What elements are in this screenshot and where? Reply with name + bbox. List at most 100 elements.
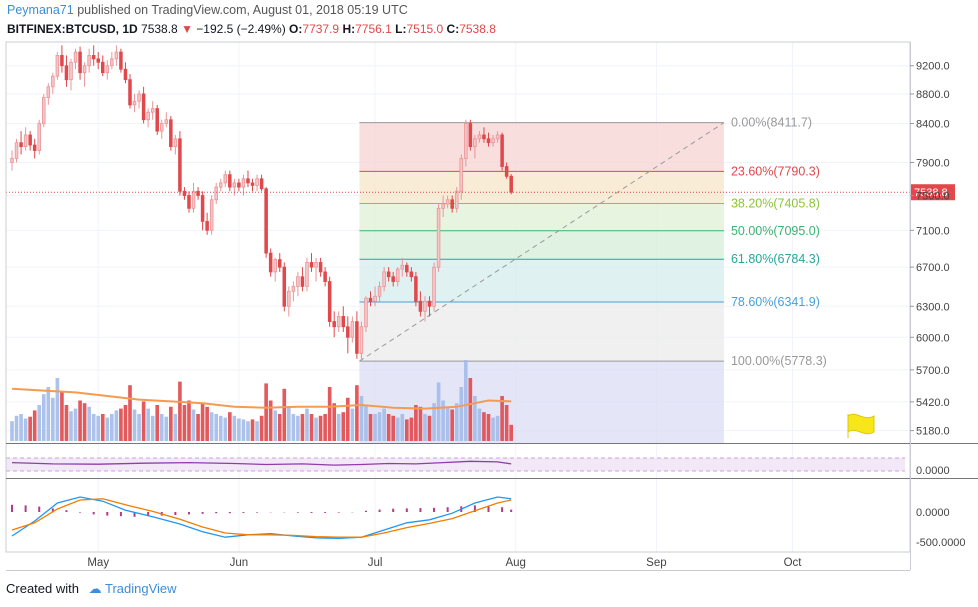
volume-bar xyxy=(355,385,359,441)
candle-body xyxy=(423,300,427,312)
volume-bar xyxy=(150,415,155,441)
volume-bar xyxy=(450,409,455,441)
candle-body xyxy=(287,290,291,307)
volume-bar xyxy=(105,417,110,441)
volume-bar xyxy=(332,403,337,441)
volume-bar xyxy=(395,417,400,441)
close-value: 7538.8 xyxy=(459,22,496,36)
down-arrow-icon: ▼ xyxy=(181,22,193,36)
fib-level-label: 100.00%(5778.3) xyxy=(731,354,827,368)
candle-body xyxy=(32,144,37,151)
macd-signal-line xyxy=(11,498,512,538)
volume-bar xyxy=(114,410,119,441)
volume-bar xyxy=(232,415,237,441)
price-tick-label: 6000.0 xyxy=(916,332,950,344)
volume-bar xyxy=(509,424,514,441)
volume-bar xyxy=(159,414,164,441)
candle-body xyxy=(196,190,200,196)
volume-bar xyxy=(169,406,173,441)
candle-body xyxy=(395,268,400,282)
volume-bar xyxy=(10,421,14,441)
osc-tick-label: 0.0000 xyxy=(916,465,950,477)
candle-body xyxy=(377,286,382,297)
volume-bar xyxy=(327,387,332,441)
candle-body xyxy=(359,326,364,354)
volume-bar xyxy=(359,396,364,441)
candle-body xyxy=(268,252,273,273)
volume-bar xyxy=(23,418,28,441)
volume-bar xyxy=(46,387,51,441)
candle-body xyxy=(200,195,205,222)
fib-zone xyxy=(359,302,724,362)
volume-bar xyxy=(414,405,418,441)
volume-bar xyxy=(373,414,377,441)
close-label: C: xyxy=(446,22,460,36)
candle-body xyxy=(218,182,223,188)
candle-body xyxy=(504,166,509,177)
candle-body xyxy=(441,203,445,209)
candle-body xyxy=(150,108,155,113)
volume-bar xyxy=(141,401,146,441)
candle-body xyxy=(78,51,82,74)
volume-bar xyxy=(223,417,228,441)
candle-body xyxy=(73,51,78,63)
fib-trend-line xyxy=(359,122,725,362)
flag-icon xyxy=(847,413,875,438)
volume-bar xyxy=(41,394,46,441)
fib-level-label: 38.20%(7405.8) xyxy=(731,197,820,211)
candle-body xyxy=(159,123,164,132)
price-tick-label: 9200.0 xyxy=(916,61,950,73)
candle-body xyxy=(119,51,123,70)
volume-bar xyxy=(491,417,495,441)
fib-zone xyxy=(359,203,724,231)
tradingview-link[interactable]: TradingView xyxy=(105,581,177,596)
price-tick-label: 5420.0 xyxy=(916,397,950,409)
volume-bar xyxy=(123,405,128,441)
candle-body xyxy=(291,286,296,292)
candle-body xyxy=(228,174,232,188)
candle-body xyxy=(296,276,300,287)
open-value: 7737.9 xyxy=(302,22,340,36)
volume-bar xyxy=(187,400,191,441)
candle-body xyxy=(368,297,373,302)
volume-bar xyxy=(182,405,187,441)
candle-body xyxy=(14,142,19,159)
volume-bar xyxy=(146,408,150,441)
candle-body xyxy=(445,199,450,205)
volume-bar xyxy=(14,415,19,441)
volume-bar xyxy=(255,421,259,441)
fib-level-label: 50.00%(7095.0) xyxy=(731,224,820,238)
candle-body xyxy=(341,316,346,328)
candle-body xyxy=(10,158,14,163)
time-tick-label: Jul xyxy=(368,557,383,569)
high-value: 7756.1 xyxy=(355,22,392,36)
volume-bar xyxy=(32,410,37,441)
volume-bar xyxy=(486,414,491,441)
volume-bar xyxy=(445,406,450,441)
candle-body xyxy=(318,262,323,273)
candle-body xyxy=(491,138,495,144)
volume-bar xyxy=(119,408,123,441)
candle-body xyxy=(277,259,282,268)
volume-bar xyxy=(214,414,219,441)
volume-bar xyxy=(377,412,382,441)
candle-body xyxy=(132,100,137,106)
candle-body xyxy=(114,51,119,60)
macd-tick-label: 0.0000 xyxy=(916,507,950,519)
price-tick-label: 6300.0 xyxy=(916,301,950,313)
volume-bar xyxy=(504,405,509,441)
candle-body xyxy=(173,138,178,148)
macd-line xyxy=(11,496,512,540)
candle-body xyxy=(454,190,459,209)
volume-bar xyxy=(441,400,445,441)
candle-body xyxy=(314,262,318,268)
volume-bar xyxy=(409,417,414,441)
volume-bar xyxy=(404,419,409,441)
publish-info: Peymana71 published on TradingView.com, … xyxy=(7,3,408,17)
price-tick-label: 5700.0 xyxy=(916,365,950,377)
time-tick-label: Jun xyxy=(230,557,249,569)
author-link[interactable]: Peymana71 xyxy=(7,3,74,17)
candle-body xyxy=(46,86,51,98)
volume-bar xyxy=(205,406,209,441)
